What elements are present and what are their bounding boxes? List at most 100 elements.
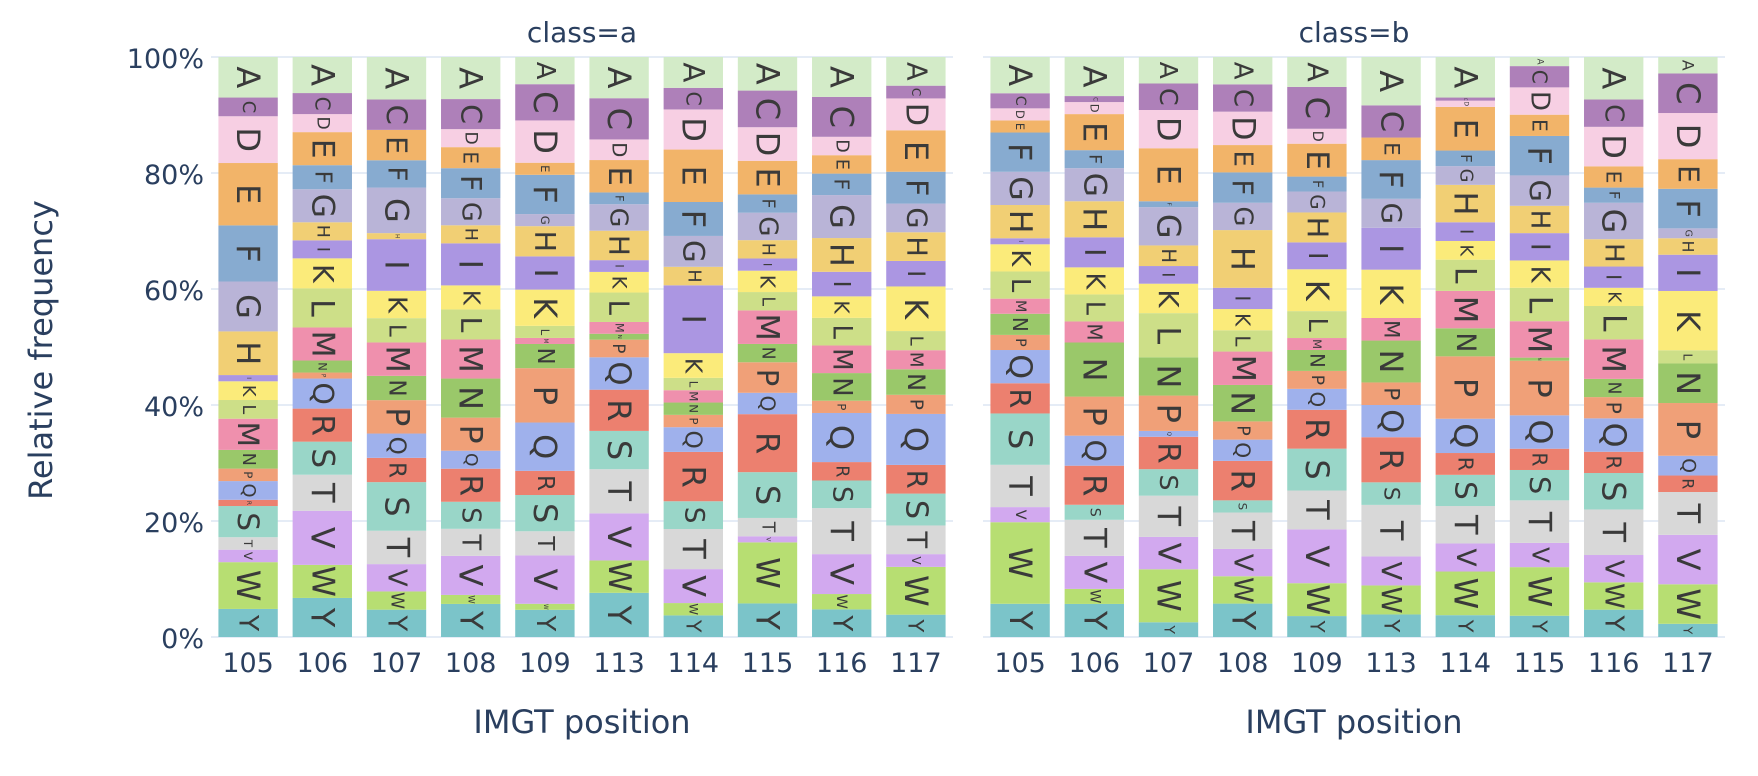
letter-label-a: A [676,62,710,82]
bar-segment-f [1658,188,1718,229]
bar-segment-r [1361,437,1421,483]
letter-label-h: H [603,235,636,256]
bar-segment-m [1064,321,1124,343]
letter-label-e: E [1013,123,1027,130]
letter-label-f: F [1606,191,1622,199]
letter-label-v: V [382,569,412,587]
bar-segment-h [366,233,427,240]
letter-label-y: Y [749,609,787,630]
letter-label-l: L [303,299,341,317]
letter-label-p: P [453,425,489,444]
bar-segment-y [589,592,649,637]
bar-segment-h [1584,239,1644,267]
bar-segment-s [292,441,352,475]
bar-segment-i [218,375,278,382]
bar-segment-w [1509,567,1570,616]
bar-segment-a [441,57,501,100]
letter-label-t: T [674,538,712,559]
letter-label-s: S [1448,481,1482,500]
letter-label-y: Y [1161,624,1177,634]
letter-label-a: A [378,67,416,89]
letter-label-l: L [238,404,258,414]
letter-label-s: S [1086,508,1102,517]
letter-label-f: F [898,179,933,196]
letter-label-h: H [1157,248,1180,263]
letter-label-m: M [1225,355,1261,382]
bar-segment-w [1435,571,1495,616]
bar-segment-s [990,413,1050,465]
bar-segment-d [1584,126,1644,167]
bar-segment-g [812,195,872,239]
letter-label-c: C [1091,97,1097,101]
bar-segment-t [366,530,427,565]
bar-segment-f [515,174,575,215]
letter-label-f: F [1309,180,1325,188]
bar-segment-e [1658,159,1718,189]
y-tick-label: 20% [144,508,204,539]
letter-label-w: W [897,575,935,607]
letter-label-a: A [1595,67,1633,89]
letter-label-n: N [1669,371,1707,395]
bar-segment-r [515,470,575,496]
letter-label-m: M [1521,326,1559,354]
letter-label-l: L [1302,317,1332,332]
bar-segment-a [886,57,946,86]
letter-label-s: S [456,507,486,523]
letter-label-k: K [1372,283,1410,305]
letter-label-q: Q [679,430,707,448]
letter-label-r: R [1003,388,1037,408]
letter-label-h: H [1300,217,1333,238]
letter-label-l: L [1448,267,1482,284]
bar-segment-e [737,160,798,195]
bar-segment-d [1064,102,1124,115]
bar-segment-s [1287,448,1347,491]
bar-segment-t [1509,500,1570,543]
letter-label-g: G [823,204,861,229]
bar-segment-k [1584,287,1644,307]
bar-segment-a [990,57,1050,94]
letter-label-a: A [1678,60,1697,71]
bar-segment-p [366,400,427,434]
letter-label-y: Y [681,619,705,633]
letter-label-w: W [833,595,850,609]
letter-label-n: N [452,386,490,410]
letter-label-c: C [526,91,564,113]
letter-label-t: T [1669,503,1707,524]
letter-label-q: Q [384,437,410,455]
letter-label-q: Q [823,425,861,450]
letter-label-h: H [823,243,861,267]
bar-segment-h [737,240,798,259]
bar-segment-l [1435,259,1495,291]
bar-segment-w [1287,583,1347,617]
bar-segment-g [589,204,649,231]
bar-segment-f [1287,176,1347,192]
bar-segment-a [737,57,798,91]
bar-segment-l [663,377,723,391]
bar-segment-l [441,309,501,340]
letter-label-v: V [1375,562,1407,581]
bar-segment-h [589,230,649,261]
letter-label-k: K [1669,310,1707,332]
bar-segment-q [1584,418,1644,452]
bar-segment-m [812,345,872,374]
bar-segment-g [218,281,278,332]
bar-segment-m [1584,339,1644,379]
bar-segment-e [1435,106,1495,151]
letter-label-a: A [823,66,861,88]
bar-segment-p [1138,395,1199,431]
bar-segment-m [990,298,1050,314]
letter-label-g: G [1076,173,1112,197]
bar-segment-q [292,378,352,409]
bar-segment-t [292,474,352,511]
letter-label-t: T [532,535,558,551]
bar-segment-n [218,449,278,469]
bar-segment-r [218,499,278,507]
x-axis-label: IMGT position [473,703,690,741]
bar-segment-l [1213,330,1273,352]
bar-segment-s [515,495,575,532]
letter-label-i: I [674,315,712,324]
bar-segment-k [812,296,872,318]
letter-label-f: F [830,178,854,190]
letter-label-m: M [452,345,490,373]
x-tick-label: 106 [297,648,349,679]
